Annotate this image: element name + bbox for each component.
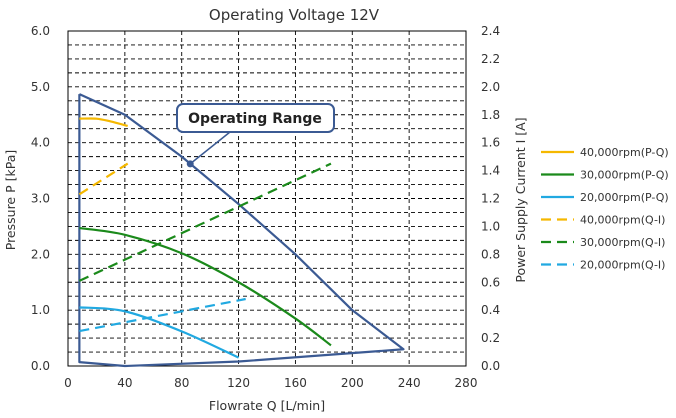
series-line-40-000rpm-q-i bbox=[78, 162, 129, 196]
series-line-20-000rpm-q-i bbox=[79, 297, 246, 333]
y2-tick-label: 2.2 bbox=[481, 52, 500, 66]
series-line-20-000rpm-p-q bbox=[79, 306, 240, 359]
y2-tick-label: 1.8 bbox=[481, 108, 500, 122]
x-tick-label: 200 bbox=[341, 376, 364, 390]
chart-title: Operating Voltage 12V bbox=[209, 6, 380, 24]
grid bbox=[67, 30, 467, 367]
x-tick-label: 240 bbox=[398, 376, 421, 390]
y2-axis-title: Power Supply Current I [A] bbox=[513, 117, 528, 282]
legend-label: 20,000rpm(P-Q) bbox=[580, 191, 669, 204]
callout-box bbox=[176, 103, 335, 133]
y2-tick-label: 2.4 bbox=[481, 24, 500, 38]
callout-dot bbox=[186, 160, 194, 168]
x-tick-label: 160 bbox=[284, 376, 307, 390]
y2-tick-label: 1.4 bbox=[481, 164, 500, 178]
y2-tick-label: 0.6 bbox=[481, 275, 500, 289]
legend-label: 20,000rpm(Q-I) bbox=[580, 259, 665, 272]
y2-tick-label: 1.6 bbox=[481, 136, 500, 150]
y2-tick-label: 1.2 bbox=[481, 192, 500, 206]
y-axis-title: Pressure P [kPa] bbox=[3, 150, 18, 251]
y-tick-label: 4.0 bbox=[31, 136, 50, 150]
x-tick-label: 40 bbox=[117, 376, 132, 390]
callout-leader bbox=[189, 127, 236, 165]
operating-range-boundary bbox=[78, 93, 405, 368]
axes: 0 40 80 120 160 200 240 2800.01.02.03.04.05.06.… bbox=[31, 24, 500, 390]
x-tick-label: 280 bbox=[455, 376, 478, 390]
legend: 40,000rpm(P-Q) 30,000rpm(P-Q) 20,000rpm(P-… bbox=[541, 146, 669, 272]
plot-area bbox=[78, 93, 405, 368]
series-line-30-000rpm-p-q bbox=[79, 227, 332, 347]
x-axis-title: Flowrate Q [L/min] bbox=[209, 398, 325, 413]
y2-tick-label: 0.2 bbox=[481, 331, 500, 345]
y-tick-label: 5.0 bbox=[31, 80, 50, 94]
legend-label: 30,000rpm(P-Q) bbox=[580, 169, 669, 182]
y-tick-label: 6.0 bbox=[31, 24, 50, 38]
legend-label: 40,000rpm(P-Q) bbox=[580, 146, 669, 159]
callout-label: Operating Range bbox=[188, 111, 322, 127]
y-tick-label: 0.0 bbox=[31, 359, 50, 373]
y-tick-label: 3.0 bbox=[31, 192, 50, 206]
x-tick-label: 0 bbox=[64, 376, 72, 390]
y2-tick-label: 1.0 bbox=[481, 219, 500, 233]
x-tick-label: 120 bbox=[227, 376, 250, 390]
x-tick-label: 80 bbox=[174, 376, 189, 390]
operating-range-callout: Operating Range bbox=[176, 103, 335, 168]
y2-tick-label: 2.0 bbox=[481, 80, 500, 94]
y2-tick-label: 0.4 bbox=[481, 303, 500, 317]
legend-label: 40,000rpm(Q-I) bbox=[580, 214, 665, 227]
plot-frame bbox=[67, 30, 467, 367]
legend-label: 30,000rpm(Q-I) bbox=[580, 236, 665, 249]
y2-tick-label: 0.0 bbox=[481, 359, 500, 373]
y-tick-label: 1.0 bbox=[31, 303, 50, 317]
y2-tick-label: 0.8 bbox=[481, 247, 500, 261]
series-line-40-000rpm-p-q bbox=[79, 117, 128, 127]
y-tick-label: 2.0 bbox=[31, 247, 50, 261]
series-line-30-000rpm-q-i bbox=[78, 162, 332, 282]
